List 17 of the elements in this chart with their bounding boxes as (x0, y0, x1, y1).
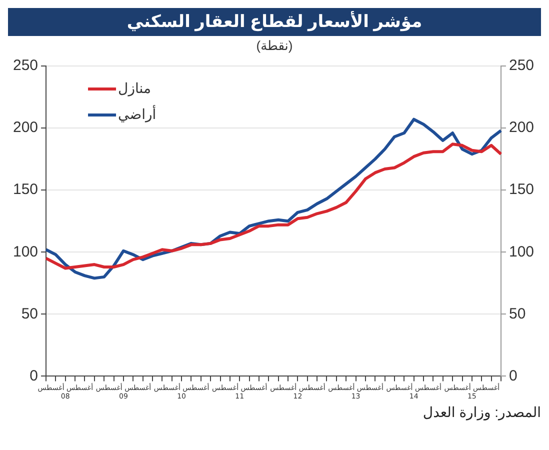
y2-tick-label: 0 (508, 367, 518, 384)
y2-tick-label: 150 (508, 181, 534, 198)
legend-label: منازل (118, 80, 151, 97)
chart-title: مؤشر الأسعار لقطاع العقار السكني (8, 8, 541, 36)
y-tick-label: 250 (12, 57, 38, 74)
y2-tick-label: 250 (508, 57, 534, 74)
y-tick-label: 150 (12, 181, 38, 198)
chart-subtitle: (نقطة) (255, 38, 294, 54)
y2-tick-label: 200 (508, 119, 534, 136)
y-tick-label: 200 (12, 119, 38, 136)
text: المصدر: وزارة العدل (422, 404, 541, 421)
y-tick-label: 100 (12, 243, 38, 260)
legend-label: أراضي (118, 104, 156, 123)
y-tick-label: 0 (30, 367, 38, 384)
y-tick-label: 50 (21, 305, 38, 322)
y2-tick-label: 100 (508, 243, 534, 260)
y2-tick-label: 50 (508, 305, 526, 322)
